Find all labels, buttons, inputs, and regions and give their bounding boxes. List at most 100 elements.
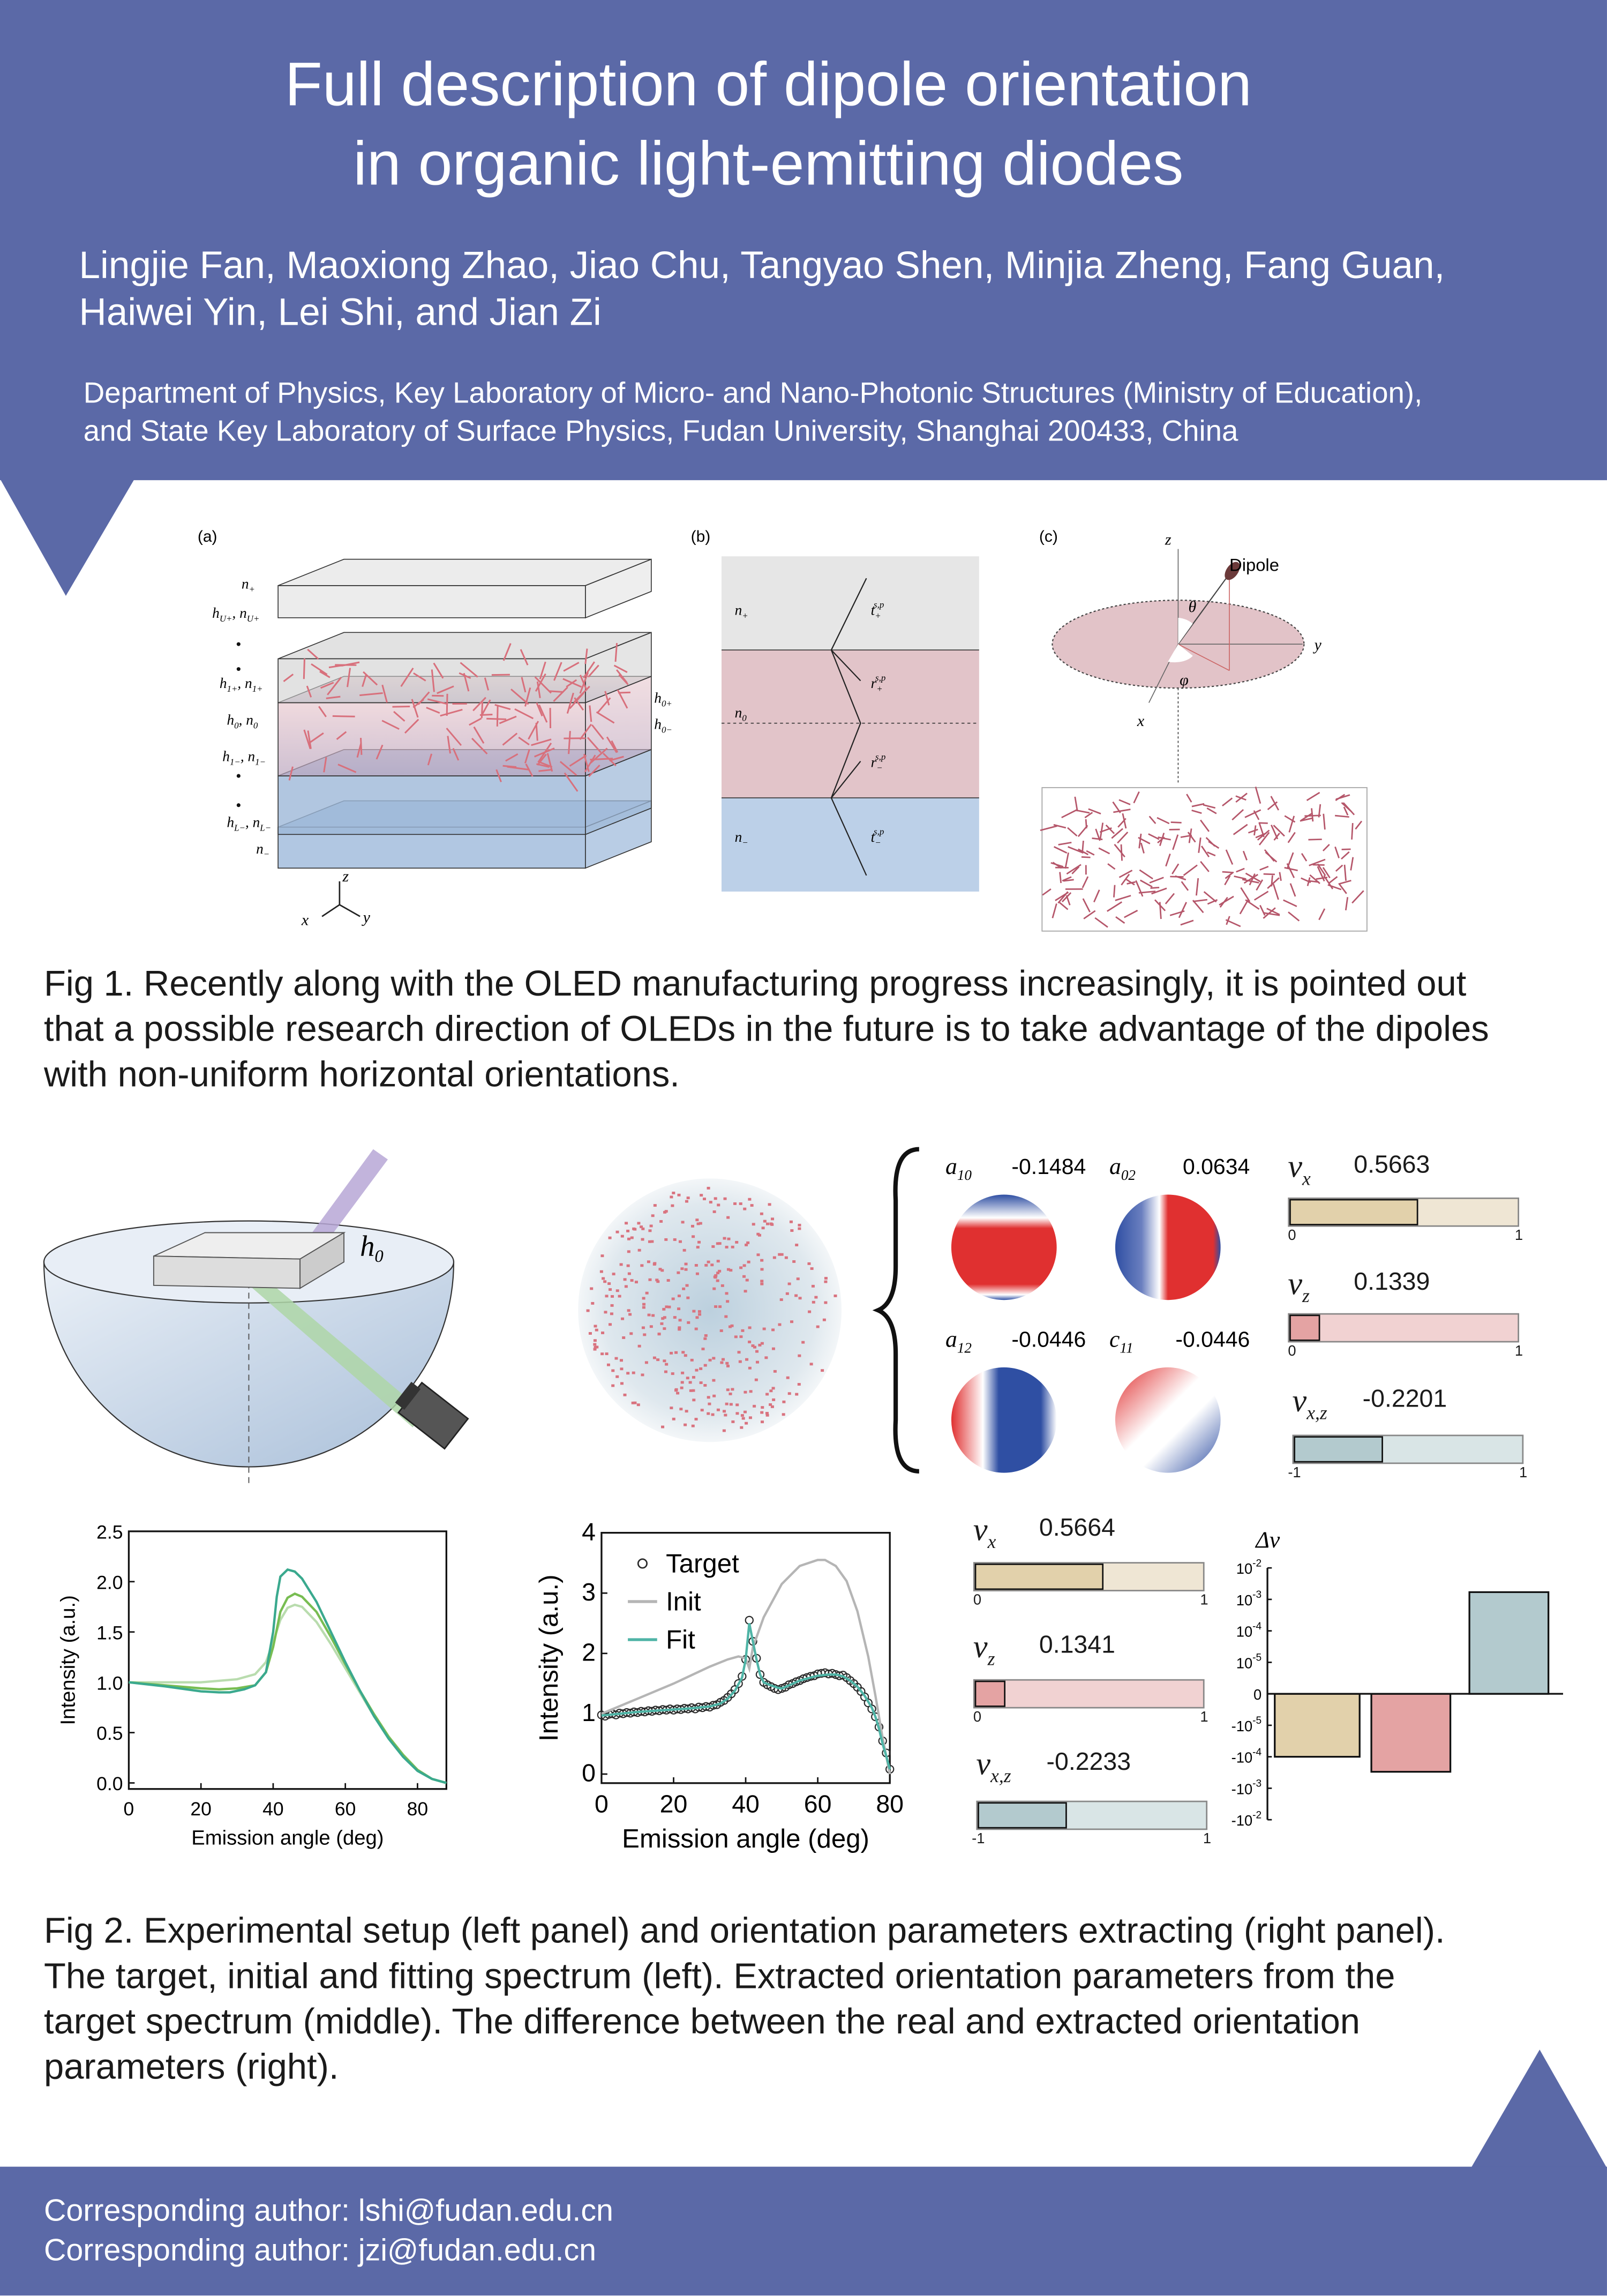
fig2-caption-line-4: parameters (right).	[43, 2048, 339, 2088]
layer-labels: n+ hU+, nU+ h1+, n1+ h0, n0 h1−, n1− hL−, nL−…	[212, 575, 672, 859]
param-symbol: vx,z	[976, 1745, 1011, 1787]
dipole-arrow	[469, 717, 482, 726]
dipole-point	[707, 1396, 710, 1399]
dipole-arrow	[1242, 850, 1248, 861]
dipole-point	[752, 1223, 755, 1226]
dipole-point	[684, 1423, 687, 1426]
dipole-arrow	[1311, 808, 1314, 822]
dipole-arrow	[1258, 822, 1265, 837]
dipole-point	[761, 1406, 764, 1409]
dipole-arrow	[1345, 897, 1349, 911]
dipole-arrow	[427, 698, 448, 705]
dipole-point	[704, 1334, 708, 1337]
dipole-arrow	[460, 662, 478, 678]
param-value: -0.2201	[1362, 1385, 1447, 1413]
dipole-point	[658, 1268, 662, 1271]
dipole-point	[661, 1317, 665, 1320]
dipole-point	[664, 1370, 667, 1373]
dipole-point	[714, 1197, 717, 1200]
dipole-arrow	[319, 670, 331, 678]
dipole-arrow	[1273, 825, 1285, 837]
dipole-point	[753, 1345, 757, 1349]
harmonic-symbol: a10	[945, 1154, 972, 1183]
dipole-point	[712, 1394, 716, 1397]
dipole-arrow	[1259, 904, 1266, 916]
dipole-point	[814, 1296, 818, 1299]
slab-side	[585, 558, 652, 619]
dipole-point	[744, 1290, 747, 1293]
dipole-point	[790, 1320, 793, 1323]
dipole-arrow	[452, 747, 460, 761]
panel-c-label: (c)	[1039, 528, 1058, 545]
dipole-arrow	[1323, 875, 1334, 889]
harmonic-sphere-a12	[951, 1367, 1057, 1473]
fig2-caption-line-1: Fig 2. Experimental setup (left panel) a…	[43, 1912, 1445, 1952]
dipole-point	[608, 1236, 612, 1239]
dipole-arrow	[1219, 895, 1234, 906]
dipole-arrow	[1267, 877, 1280, 889]
dipole-point	[740, 1414, 744, 1417]
layer-label: h1+, n1+	[220, 675, 263, 694]
dipole-arrow	[1341, 851, 1350, 860]
bar-min-label: -1	[1288, 1465, 1301, 1482]
dipole-point	[718, 1242, 722, 1245]
corresponding-author-2[interactable]: Corresponding author: jzi@fudan.edu.cn	[43, 2234, 597, 2268]
dipole-arrow	[1118, 799, 1131, 805]
dipole-point	[673, 1238, 677, 1241]
dipole-arrow	[1120, 844, 1123, 861]
dipole-point	[660, 1269, 664, 1272]
dipole-point	[745, 1243, 748, 1246]
dipole-arrow	[538, 768, 553, 772]
dipole-point	[627, 1250, 630, 1253]
dipole-arrow	[1335, 794, 1346, 801]
dipole-point	[650, 1240, 654, 1243]
coefficient-label: t+s,p	[871, 600, 884, 620]
param-symbol: vx	[1288, 1148, 1311, 1190]
y-tick-label: 4	[582, 1517, 596, 1545]
header-triangle-decoration	[0, 478, 135, 596]
panel-a-label: (a)	[198, 528, 217, 545]
dipole-point	[685, 1200, 688, 1203]
dipole-arrow	[499, 715, 517, 724]
dipole-point	[760, 1259, 764, 1262]
dipole-point	[642, 1303, 646, 1306]
corresponding-author-1[interactable]: Corresponding author: lshi@fudan.edu.cn	[43, 2194, 614, 2228]
dipole-point	[691, 1424, 695, 1427]
dipole-arrow	[1083, 910, 1096, 919]
dipole-point	[624, 1285, 628, 1288]
bar-max-label: 1	[1203, 1831, 1212, 1848]
dipole-point	[692, 1235, 695, 1238]
dipole-arrow	[413, 672, 426, 682]
dipole-arrow	[1094, 917, 1108, 928]
dipole-point	[761, 1226, 765, 1230]
dipole-point	[622, 1336, 626, 1339]
dipole-point	[647, 1260, 650, 1263]
dipole-arrow	[362, 674, 367, 687]
dipole-point	[703, 1337, 707, 1340]
dipole-point	[748, 1416, 752, 1419]
param-value: 0.1339	[1354, 1268, 1430, 1296]
dipole-point	[692, 1398, 696, 1402]
dipole-arrow	[1264, 849, 1275, 862]
dipole-arrow	[1063, 879, 1074, 882]
dipole-point	[780, 1253, 784, 1256]
dipole-arrow	[1169, 910, 1185, 916]
dipole-arrow	[611, 740, 619, 753]
dipole-point	[588, 1332, 592, 1335]
dipole-arrow	[484, 677, 490, 691]
dipole-point	[695, 1272, 699, 1275]
dipole-point	[593, 1339, 597, 1342]
dipole-point	[730, 1324, 734, 1327]
dipole-arrow	[1343, 806, 1349, 816]
figure-1: (a) n+ hU+, nU+ h1+, n1+ h0, n0 h1−, n1− hL−,…	[198, 528, 1368, 932]
dipole-point	[747, 1260, 750, 1263]
dipole-point	[637, 1248, 641, 1252]
bar-min-label: 0	[1288, 1344, 1296, 1360]
dipole-point	[628, 1313, 632, 1316]
dipole-point	[677, 1193, 681, 1196]
dipole-arrow	[1078, 848, 1089, 856]
dipole-point	[718, 1269, 722, 1273]
interface-labels: n+ n0 n− t+s,p r+s,p r−s,p t−s,p	[735, 600, 886, 848]
dipole-point	[790, 1229, 794, 1232]
region-index-label: n0	[735, 705, 747, 723]
